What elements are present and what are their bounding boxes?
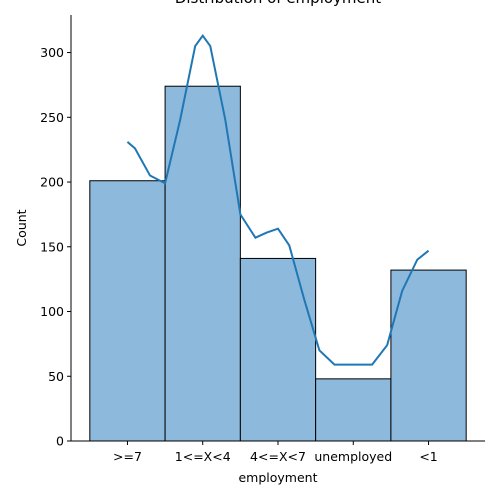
x-axis-label: employment — [238, 470, 317, 485]
y-tick-label: 200 — [40, 175, 64, 190]
bar — [390, 269, 467, 442]
x-tick-label: 1<=X<4 — [175, 449, 231, 464]
y-tick-label: 300 — [40, 45, 64, 60]
y-tick-label: 150 — [40, 239, 64, 254]
kde-line — [126, 34, 430, 366]
y-tick-label: 0 — [56, 434, 64, 449]
bar — [89, 180, 166, 442]
y-tick-label: 100 — [40, 304, 64, 319]
x-tick-label: unemployed — [314, 449, 392, 464]
bar — [315, 378, 392, 442]
y-tick-label: 250 — [40, 110, 64, 125]
x-tick-label: <1 — [419, 449, 437, 464]
x-tick-label: 4<=X<7 — [250, 449, 306, 464]
y-tick-label: 50 — [48, 369, 64, 384]
y-axis-label: Count — [14, 209, 29, 246]
x-tick-label: >=7 — [113, 449, 142, 464]
chart-title: Distribution of employment — [175, 0, 381, 7]
bar — [239, 257, 317, 442]
